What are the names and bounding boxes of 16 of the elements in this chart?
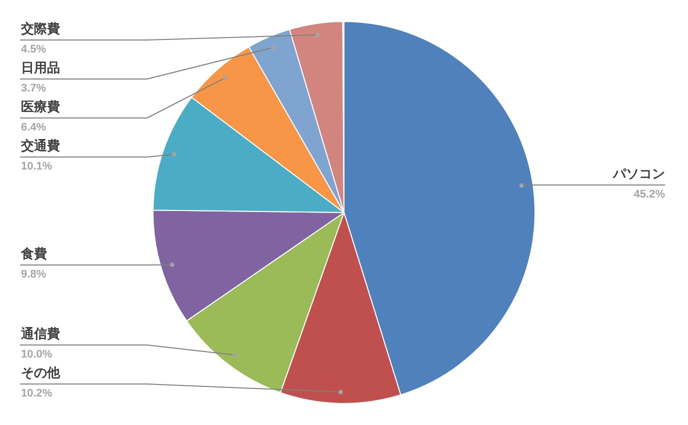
data-label: 9.8% bbox=[21, 268, 46, 281]
slice-label: 交通費 bbox=[20, 138, 60, 154]
slice-label: 通信費 bbox=[20, 326, 60, 342]
data-label: 45.2% bbox=[634, 188, 666, 201]
slice-label: 医療費 bbox=[21, 98, 60, 115]
data-label: 10.0% bbox=[21, 348, 52, 361]
slice-label: その他 bbox=[21, 366, 61, 381]
data-label: 10.2% bbox=[21, 388, 52, 400]
slice-label: パソコン bbox=[612, 166, 665, 182]
slice-label: 日用品 bbox=[21, 60, 60, 76]
data-label: 10.1% bbox=[21, 160, 52, 173]
slice-label: 交際費 bbox=[20, 20, 60, 37]
slice-label: 食費 bbox=[20, 246, 47, 262]
data-label: 4.5% bbox=[21, 44, 46, 56]
data-label: 6.4% bbox=[21, 122, 46, 134]
data-label: 3.7% bbox=[21, 82, 46, 95]
